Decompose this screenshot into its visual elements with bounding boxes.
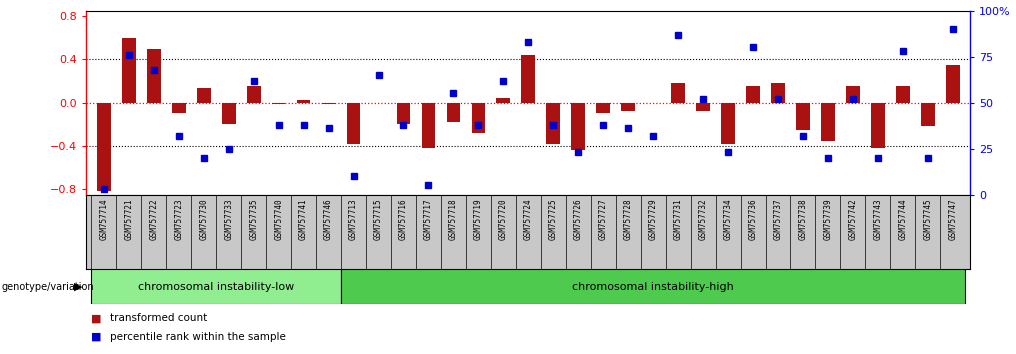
Text: GSM757716: GSM757716: [399, 198, 408, 240]
Text: GSM757727: GSM757727: [598, 198, 608, 240]
Text: GSM757736: GSM757736: [749, 198, 758, 240]
Text: GSM757735: GSM757735: [249, 198, 258, 240]
Text: GSM757729: GSM757729: [648, 198, 657, 240]
Bar: [896, 86, 909, 103]
Bar: [447, 103, 460, 122]
Bar: [172, 103, 186, 114]
Text: percentile rank within the sample: percentile rank within the sample: [110, 332, 285, 342]
Bar: [946, 65, 960, 103]
Bar: [721, 103, 735, 144]
Text: GSM757740: GSM757740: [274, 198, 283, 240]
Bar: [497, 98, 510, 103]
Bar: [147, 48, 161, 103]
Bar: [920, 103, 935, 126]
Bar: [341, 269, 965, 304]
Bar: [696, 103, 710, 111]
Text: GSM757723: GSM757723: [175, 198, 183, 240]
Text: GSM757718: GSM757718: [449, 198, 458, 240]
Text: GSM757728: GSM757728: [624, 198, 633, 240]
Text: GSM757722: GSM757722: [149, 198, 158, 240]
Text: GSM757717: GSM757717: [424, 198, 433, 240]
Text: ■: ■: [91, 332, 102, 342]
Text: GSM757747: GSM757747: [948, 198, 957, 240]
Text: GSM757724: GSM757724: [524, 198, 532, 240]
Bar: [547, 103, 560, 144]
Bar: [346, 103, 361, 144]
Text: GSM757743: GSM757743: [874, 198, 882, 240]
Text: GSM757719: GSM757719: [473, 198, 483, 240]
Text: GSM757713: GSM757713: [350, 198, 358, 240]
Bar: [322, 103, 335, 104]
Text: genotype/variation: genotype/variation: [1, 282, 93, 292]
Text: GSM757715: GSM757715: [374, 198, 383, 240]
Bar: [821, 103, 835, 141]
Bar: [91, 269, 341, 304]
Text: GSM757741: GSM757741: [299, 198, 308, 240]
Text: GSM757726: GSM757726: [574, 198, 583, 240]
Bar: [97, 103, 111, 192]
Text: GSM757731: GSM757731: [674, 198, 683, 240]
Bar: [846, 86, 860, 103]
Text: GSM757737: GSM757737: [773, 198, 782, 240]
Bar: [197, 87, 210, 103]
Bar: [771, 83, 785, 103]
Bar: [122, 38, 136, 103]
Text: GSM757744: GSM757744: [898, 198, 907, 240]
Text: GSM757721: GSM757721: [124, 198, 133, 240]
Text: GSM757733: GSM757733: [225, 198, 234, 240]
Bar: [571, 103, 585, 150]
Bar: [596, 103, 610, 114]
Bar: [871, 103, 885, 148]
Text: GSM757734: GSM757734: [723, 198, 733, 240]
Text: GSM757738: GSM757738: [799, 198, 808, 240]
Text: GSM757746: GSM757746: [324, 198, 333, 240]
Bar: [746, 86, 760, 103]
Text: ▶: ▶: [74, 282, 82, 292]
Bar: [271, 103, 285, 104]
Bar: [797, 103, 810, 130]
Bar: [622, 103, 635, 111]
Bar: [221, 103, 236, 124]
Text: GSM757739: GSM757739: [823, 198, 832, 240]
Bar: [297, 101, 311, 103]
Bar: [521, 55, 535, 103]
Text: chromosomal instability-high: chromosomal instability-high: [572, 282, 734, 292]
Bar: [672, 83, 685, 103]
Text: GSM757720: GSM757720: [499, 198, 508, 240]
Bar: [471, 103, 486, 133]
Text: GSM757745: GSM757745: [924, 198, 933, 240]
Bar: [422, 103, 435, 148]
Text: chromosomal instability-low: chromosomal instability-low: [138, 282, 295, 292]
Text: GSM757725: GSM757725: [549, 198, 558, 240]
Bar: [396, 103, 410, 124]
Text: GSM757730: GSM757730: [199, 198, 208, 240]
Text: GSM757732: GSM757732: [699, 198, 707, 240]
Bar: [247, 86, 260, 103]
Text: transformed count: transformed count: [110, 313, 207, 323]
Text: ■: ■: [91, 313, 102, 323]
Text: GSM757742: GSM757742: [848, 198, 858, 240]
Text: GSM757714: GSM757714: [100, 198, 109, 240]
